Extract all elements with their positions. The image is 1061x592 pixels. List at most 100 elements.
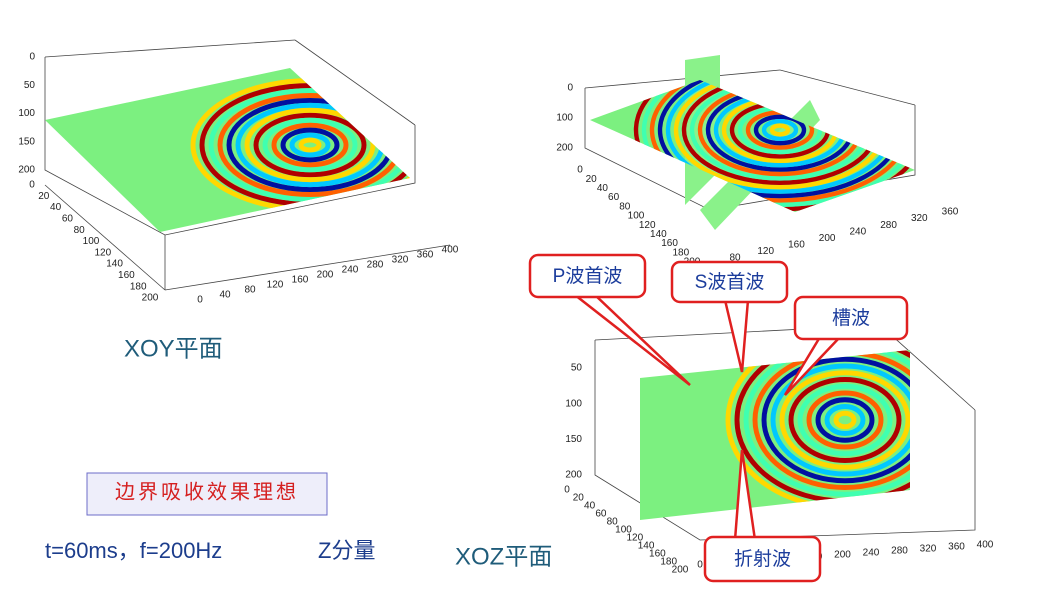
y-tick-label: 180 [660,557,677,568]
callout-box [528,253,647,299]
wave-ring [769,123,791,137]
z-tick-label: 150 [565,434,582,445]
callout-box [793,295,909,341]
y-tick-label: 80 [74,225,86,236]
wave-ring [641,80,915,208]
callout-label: P波首波 [553,265,623,287]
x-tick-label: 40 [219,290,231,301]
y-tick-label: 0 [29,180,35,191]
wave-ring [770,363,910,477]
note: 边界吸收效果理想 [115,481,299,504]
y-tick-label: 200 [142,293,159,304]
x-tick-label: 160 [788,239,805,250]
callout-label: S波首波 [695,271,765,293]
x-tick-label: 80 [244,285,256,296]
y-tick-label: 20 [38,191,50,202]
z-tick-label: 100 [556,113,573,124]
y-tick-label: 140 [638,541,655,552]
y-tick-label: 120 [94,247,111,258]
y-tick-label: 160 [649,549,666,560]
x-tick-label: 240 [863,548,880,559]
x-tick-label: 360 [417,250,434,261]
y-tick-label: 160 [118,270,135,281]
x-tick-label: 240 [850,226,867,237]
x-tick-label: 320 [392,255,409,266]
z-tick-label: 150 [18,136,35,147]
z-tick-label: 200 [565,470,582,481]
x-tick-label: 400 [442,245,459,256]
wave-ring [262,117,358,173]
wave-ring [753,114,807,146]
y-tick-label: 160 [661,238,678,249]
y-tick-label: 200 [672,565,689,576]
x-tick-label: 0 [197,295,203,306]
x-tick-label: 320 [911,213,928,224]
params: t=60ms，f=200Hz [45,538,222,563]
x-tick-label: 160 [292,275,309,286]
y-tick-label: 20 [586,174,598,185]
callout-pointers [571,293,843,542]
wave-ring [761,356,910,484]
y-tick-label: 140 [650,229,667,240]
x-tick-label: 80 [729,253,741,264]
component: Z分量 [318,538,375,563]
z-tick-label: 50 [571,363,583,374]
y-tick-label: 180 [130,281,147,292]
wave-ring [824,404,866,436]
y-tick-label: 180 [672,247,689,258]
y-tick-label: 40 [584,501,596,512]
wave-ring [271,122,349,168]
wave-ring [815,397,875,443]
wave-ring [833,410,857,430]
x-tick-label: 200 [834,550,851,561]
y-tick-label: 120 [626,533,643,544]
callout-label: 槽波 [832,307,870,329]
y-tick-label: 80 [607,517,619,528]
callout-box [670,260,789,304]
y-tick-label: 140 [106,259,123,270]
wave-ring [244,107,376,183]
y-tick-label: 60 [62,214,74,225]
x-tick-label: 360 [948,542,965,553]
callout-label: 折射波 [734,548,791,570]
wave-ring [761,118,799,141]
x-tick-label: 320 [920,544,937,555]
wave-ring [779,370,910,470]
y-tick-label: 100 [628,211,645,222]
z-tick-label: 200 [18,165,35,176]
x-tick-label: 280 [880,220,897,231]
wave-ring [298,137,322,153]
y-tick-label: 100 [83,236,100,247]
wavefield [725,350,910,511]
y-tick-label: 60 [595,509,607,520]
x-tick-label: 360 [942,207,959,218]
y-tick-label: 40 [597,183,609,194]
y-tick-label: 0 [564,485,570,496]
note-box [86,472,328,516]
z-tick-label: 200 [556,143,573,154]
x-tick-label: 200 [317,270,334,281]
wave-ring [289,132,331,158]
x-tick-label: 280 [891,546,908,557]
z-tick-label: 100 [18,108,35,119]
z-tick-label: 100 [565,398,582,409]
wave-ring [743,350,910,497]
y-tick-label: 20 [573,493,585,504]
wave-ring [280,127,340,163]
callout-box [703,535,822,583]
y-tick-label: 80 [619,201,631,212]
wave-ring [806,390,884,450]
wave-ring [253,112,367,178]
z-tick-label: 50 [24,80,36,91]
z-tick-label: 0 [567,83,573,94]
label: XOY平面 [124,335,223,362]
x-tick-label: 200 [819,233,836,244]
x-tick-label: 120 [267,280,284,291]
x-tick-label: 0 [697,560,703,571]
label: XOZ平面 [455,543,552,570]
x-tick-label: 400 [977,540,994,551]
y-tick-label: 100 [615,525,632,536]
x-tick-label: 280 [367,260,384,271]
x-tick-label: 240 [342,265,359,276]
